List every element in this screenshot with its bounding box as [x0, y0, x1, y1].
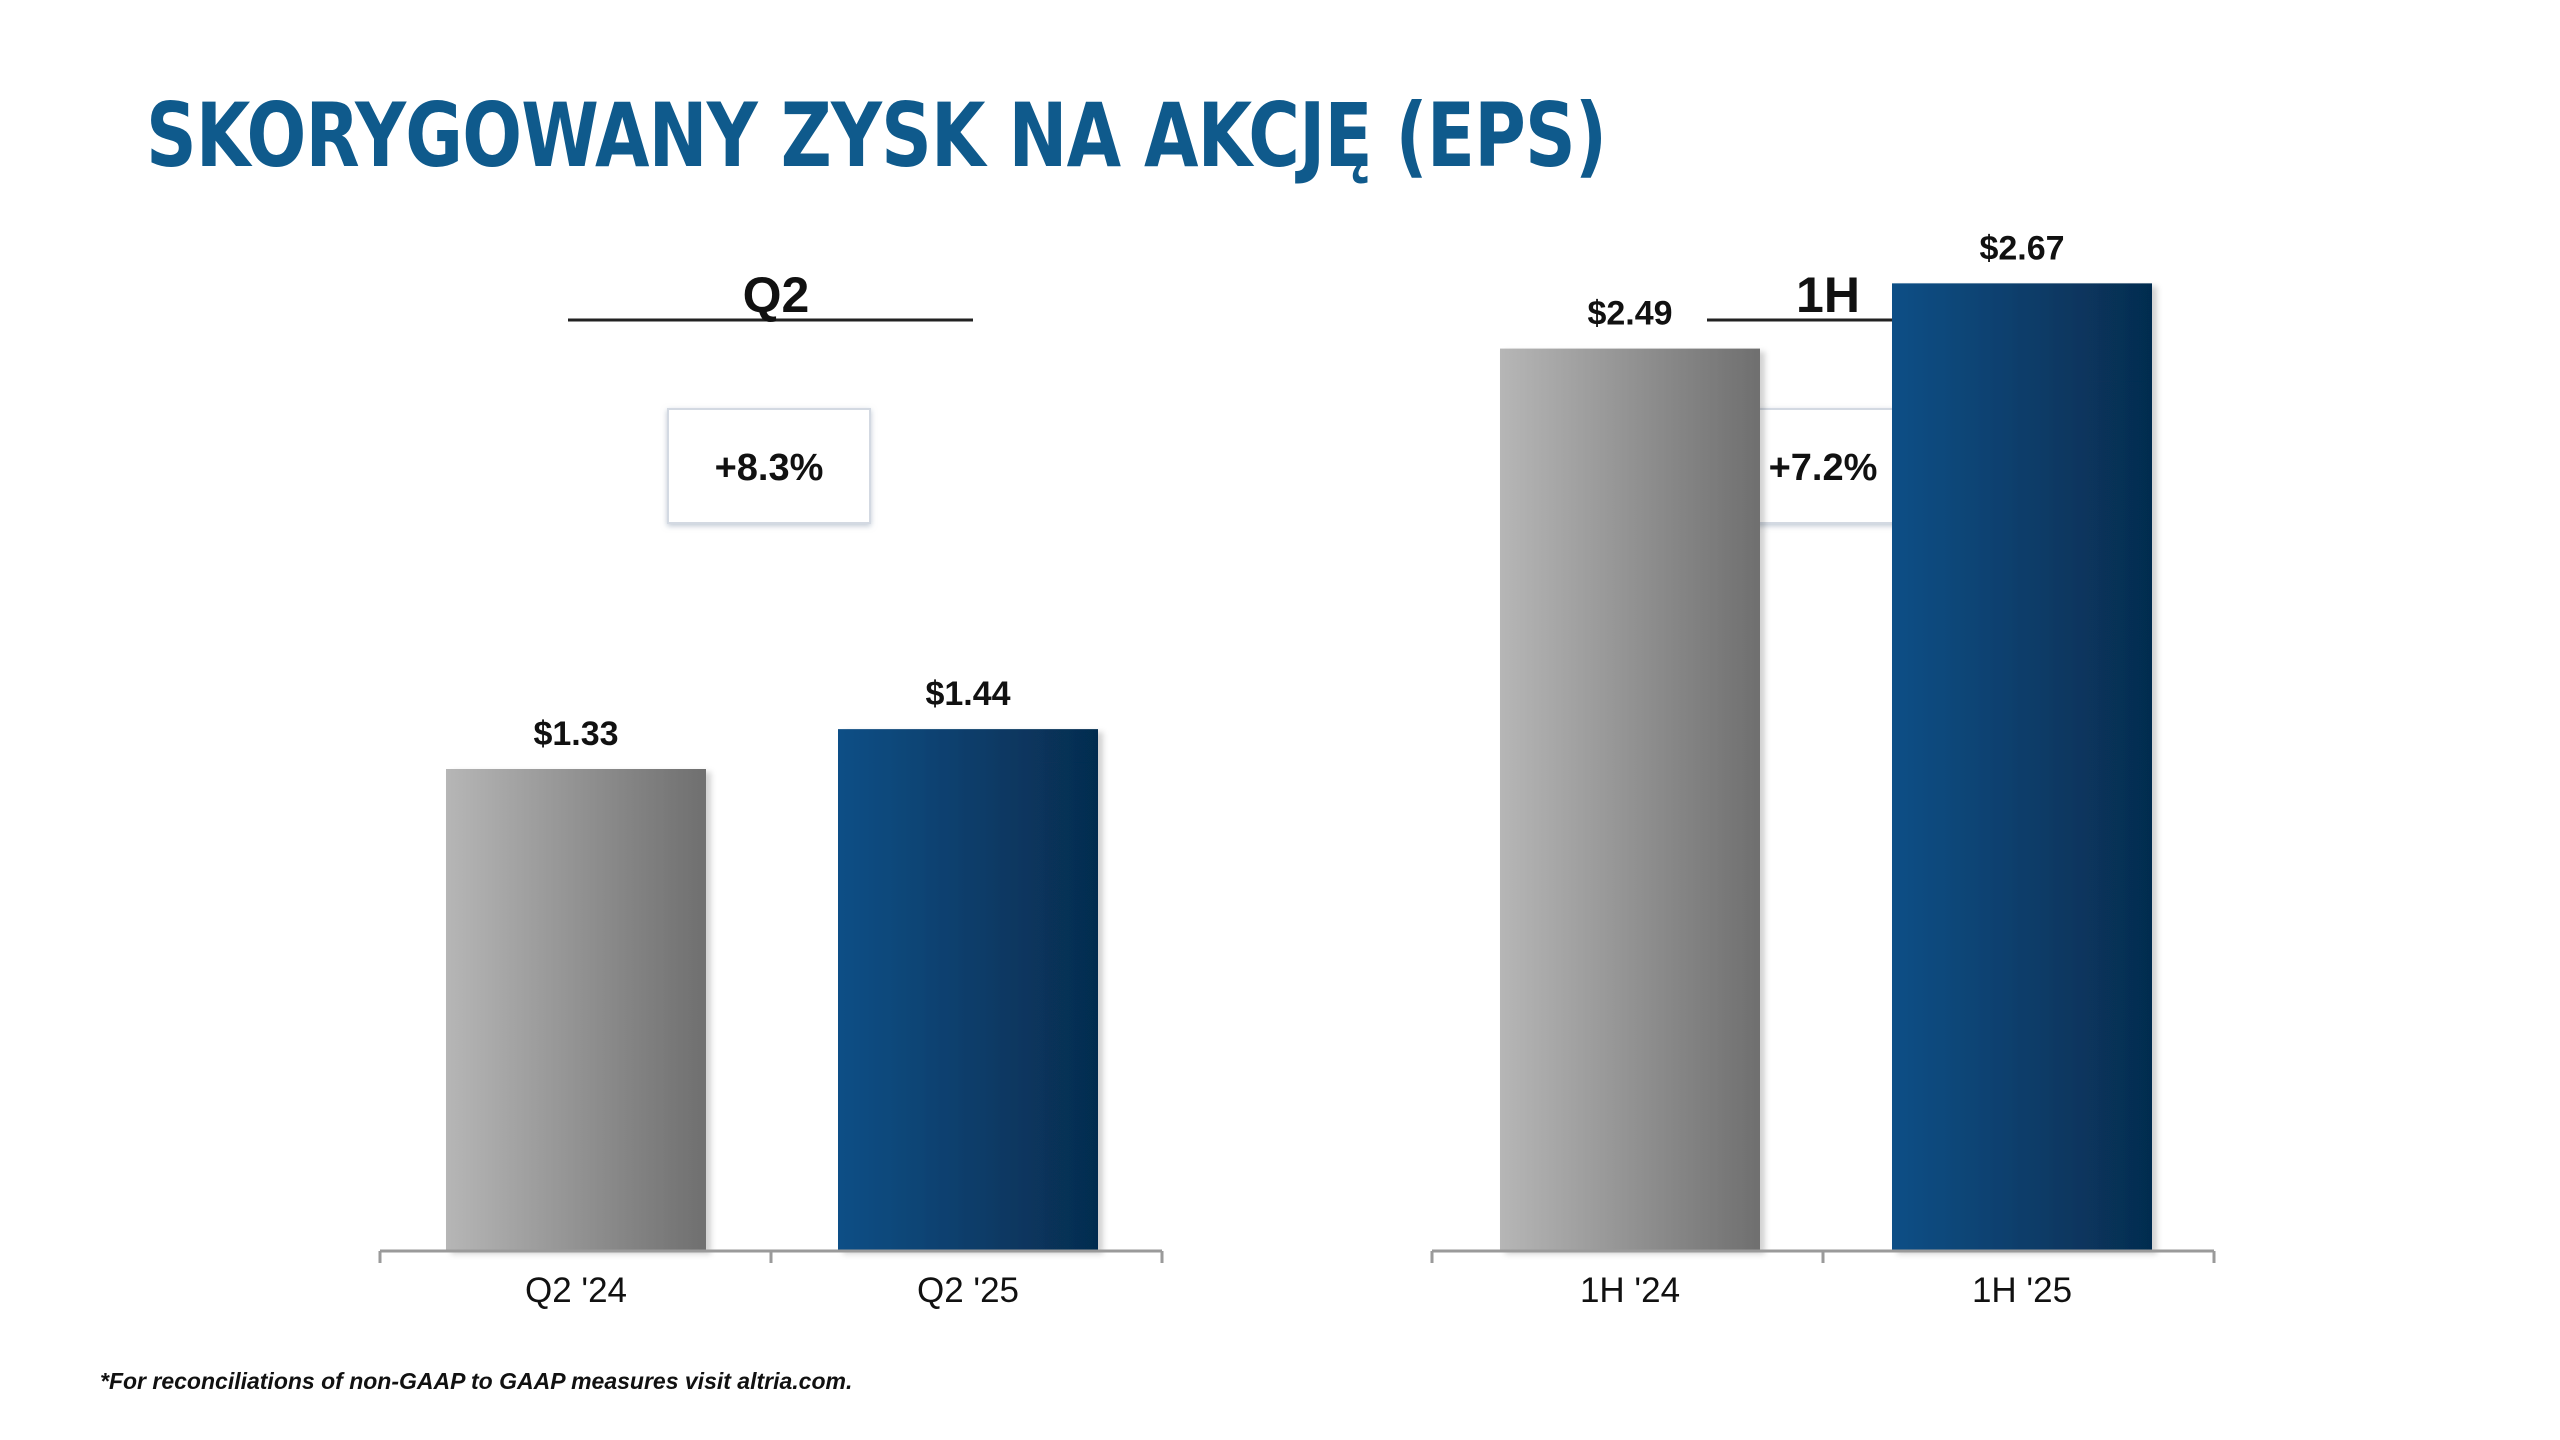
bar-value-label: $2.49 — [1587, 295, 1672, 333]
bar-prior — [1500, 348, 1760, 1251]
panel-title: Q2 — [743, 267, 810, 323]
bar-value-label: $1.33 — [533, 715, 618, 753]
bar-current — [838, 729, 1098, 1251]
category-label: 1H '25 — [1972, 1271, 2072, 1310]
bar-value-label: $2.67 — [1979, 229, 2064, 267]
page-title: SKORYGOWANY ZYSK NA AKCJĘ (EPS) — [146, 84, 1607, 187]
category-label: Q2 '24 — [525, 1271, 627, 1310]
panel-title: 1H — [1796, 267, 1860, 323]
chart-panel-2: 1H +7.2% $2.49 1H '24 $2.67 1H '25 — [1430, 229, 2216, 1310]
bar-value-label: $1.44 — [925, 675, 1010, 713]
category-label: 1H '24 — [1580, 1271, 1680, 1310]
growth-label: +7.2% — [1769, 447, 1878, 489]
chart-panel-1: Q2 +8.3% $1.33 Q2 '24 $1.44 Q2 '25 — [378, 267, 1164, 1310]
bar-current — [1892, 283, 2152, 1251]
bar-prior — [446, 768, 706, 1251]
footnote: *For reconciliations of non-GAAP to GAAP… — [100, 1368, 853, 1394]
growth-box — [667, 408, 871, 524]
category-label: Q2 '25 — [917, 1271, 1019, 1310]
growth-label: +8.3% — [715, 447, 824, 489]
